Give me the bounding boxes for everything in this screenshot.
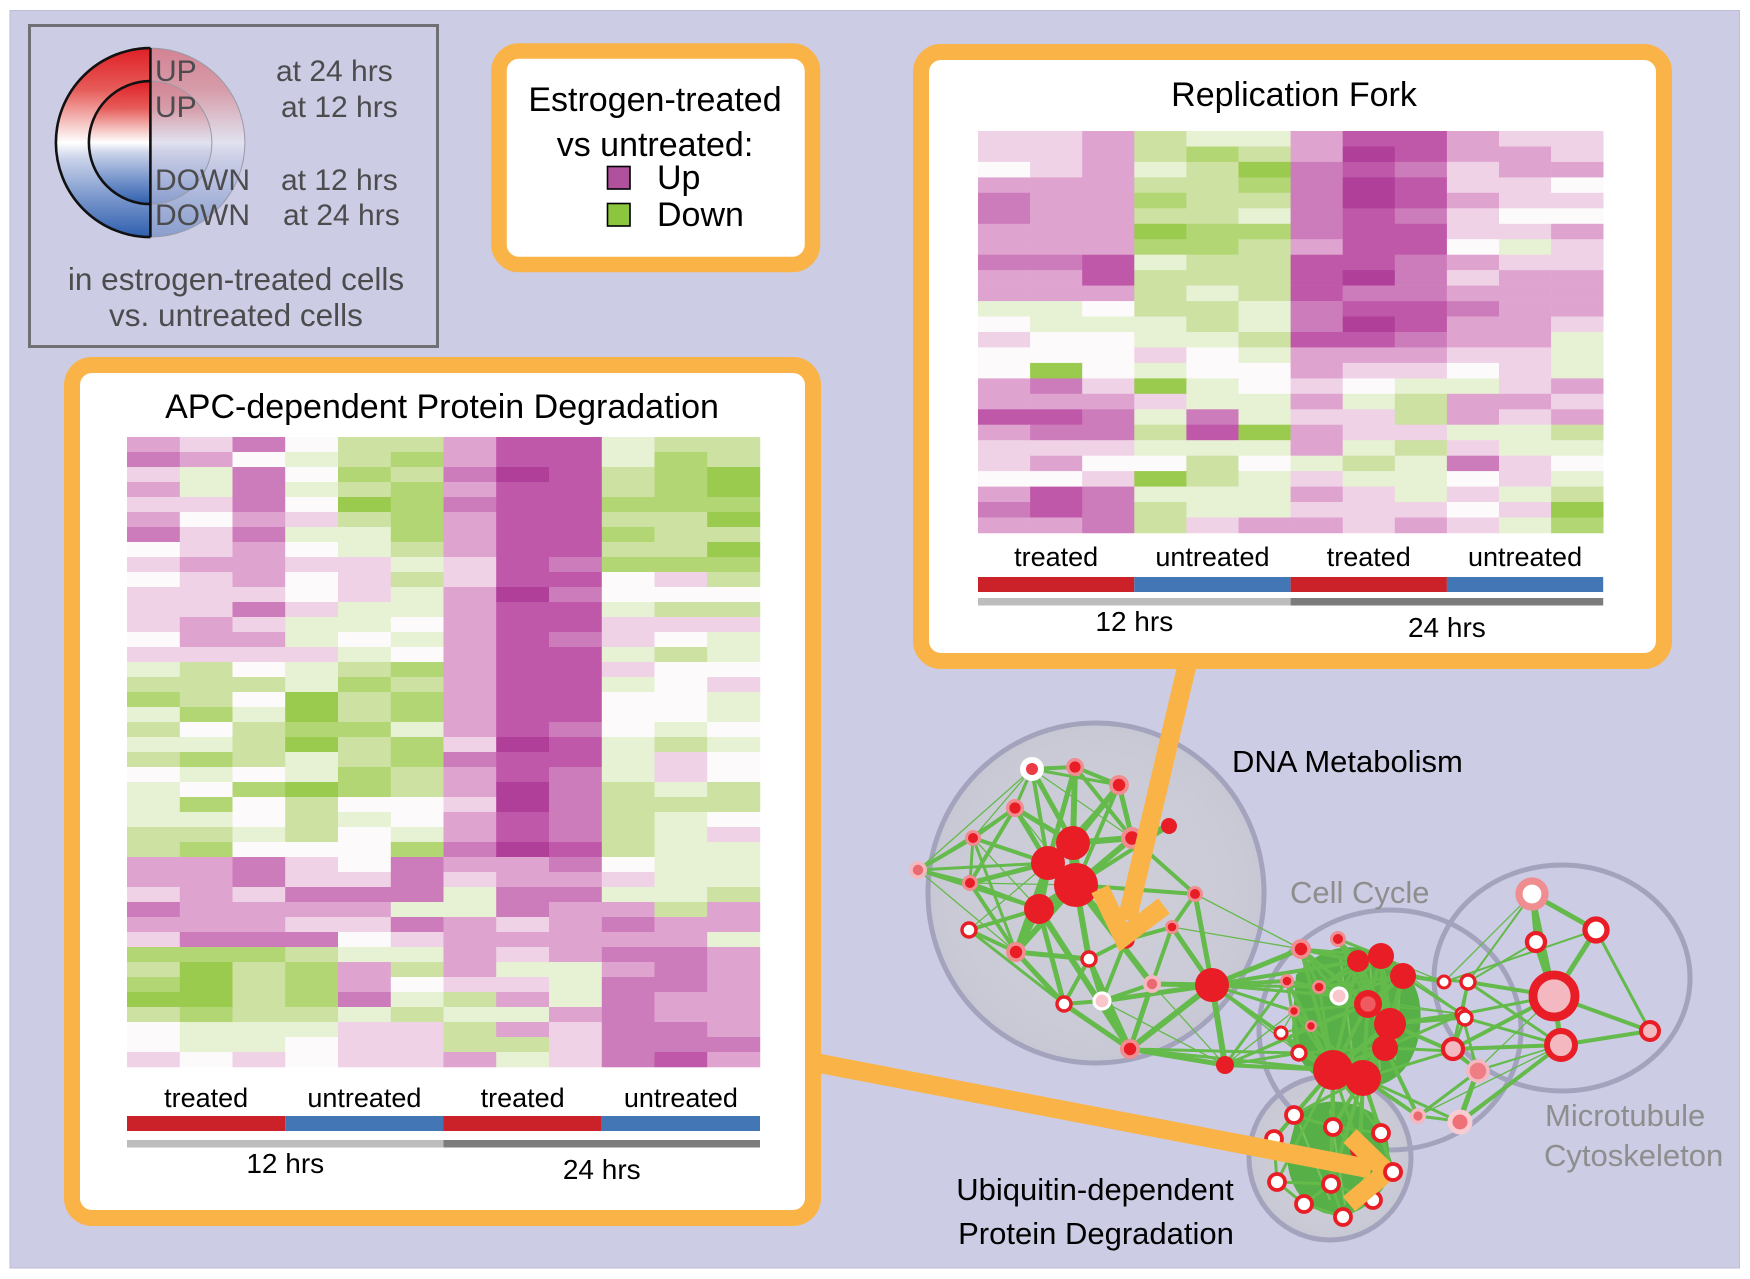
svg-text:24 hrs: 24 hrs — [563, 1154, 641, 1185]
svg-text:Down: Down — [657, 196, 744, 234]
svg-text:DOWN: DOWN — [155, 199, 250, 232]
svg-text:APC-dependent Protein Degradat: APC-dependent Protein Degradation — [165, 388, 719, 426]
svg-text:untreated: untreated — [1468, 542, 1582, 572]
svg-text:treated: treated — [481, 1083, 565, 1113]
svg-text:at 24 hrs: at 24 hrs — [283, 199, 400, 232]
svg-text:Microtubule: Microtubule — [1545, 1098, 1705, 1133]
svg-text:24 hrs: 24 hrs — [1408, 612, 1486, 643]
svg-text:vs. untreated cells: vs. untreated cells — [109, 297, 363, 333]
svg-text:Ubiquitin-dependent: Ubiquitin-dependent — [956, 1172, 1234, 1207]
svg-text:Up: Up — [657, 159, 700, 197]
svg-text:treated: treated — [164, 1083, 248, 1113]
svg-text:vs untreated:: vs untreated: — [557, 126, 754, 164]
svg-text:Cytoskeleton: Cytoskeleton — [1544, 1138, 1723, 1173]
svg-text:at 12 hrs: at 12 hrs — [281, 164, 398, 197]
svg-text:at 12 hrs: at 12 hrs — [281, 91, 398, 124]
svg-text:treated: treated — [1327, 542, 1411, 572]
svg-text:treated: treated — [1014, 542, 1098, 572]
svg-text:in estrogen-treated cells: in estrogen-treated cells — [68, 261, 404, 297]
svg-text:UP: UP — [155, 55, 197, 88]
svg-text:12 hrs: 12 hrs — [246, 1148, 324, 1179]
svg-text:Cell Cycle: Cell Cycle — [1290, 875, 1430, 910]
svg-text:DNA Metabolism: DNA Metabolism — [1232, 744, 1463, 779]
svg-text:Estrogen-treated: Estrogen-treated — [528, 81, 781, 119]
svg-text:12 hrs: 12 hrs — [1095, 606, 1173, 637]
svg-text:Replication Fork: Replication Fork — [1171, 76, 1418, 114]
svg-text:untreated: untreated — [624, 1083, 738, 1113]
svg-text:Protein Degradation: Protein Degradation — [958, 1216, 1234, 1251]
svg-text:untreated: untreated — [1155, 542, 1269, 572]
svg-text:untreated: untreated — [307, 1083, 421, 1113]
svg-text:UP: UP — [155, 91, 197, 124]
svg-text:DOWN: DOWN — [155, 164, 250, 197]
svg-text:at 24 hrs: at 24 hrs — [276, 55, 393, 88]
